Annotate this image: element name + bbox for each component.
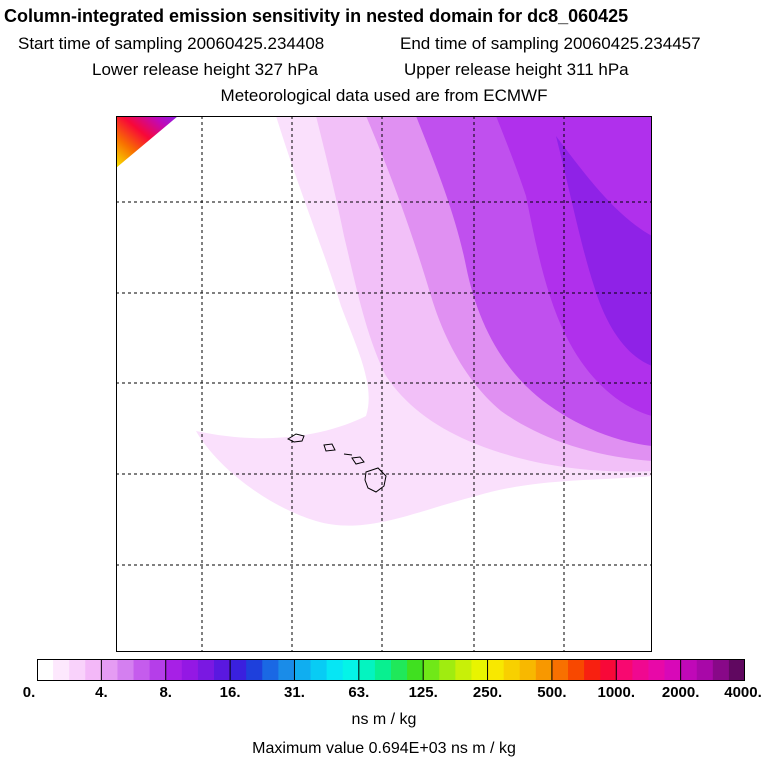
colorbar-swatch (616, 659, 633, 681)
map-grid (116, 116, 652, 652)
upper-height-value: 311 hPa (566, 60, 629, 79)
colorbar-swatch (696, 659, 714, 681)
colorbar-swatch (728, 659, 745, 681)
colorbar-swatch (680, 659, 698, 681)
colorbar-swatch (519, 659, 537, 681)
colorbar-swatch (310, 659, 328, 681)
colorbar-swatch (648, 659, 666, 681)
maximum-value: 0.694E+03 ns m / kg (368, 740, 516, 757)
colorbar-swatch (712, 659, 730, 681)
colorbar-swatch (165, 659, 183, 681)
plume-core (496, 116, 652, 416)
colorbar-swatch (584, 659, 601, 681)
colorbar-swatch (487, 659, 505, 681)
colorbar-tick-label: 31. (284, 684, 305, 701)
colorbar-tick-label: 63. (348, 684, 370, 701)
lower-height-label: Lower release height (92, 60, 250, 79)
start-time-line: Start time of sampling 20060425.234408 (18, 34, 324, 54)
colorbar-swatch (358, 659, 376, 681)
sensitivity-map (116, 116, 652, 652)
colorbar-swatch (230, 659, 247, 681)
map-frame (116, 116, 652, 652)
colorbar-swatch (551, 659, 569, 681)
start-time-value: 20060425.234408 (187, 34, 325, 53)
colorbar-units: ns m / kg (351, 711, 417, 728)
colorbar-swatch (664, 659, 682, 681)
lower-height-value: 327 hPa (254, 60, 318, 79)
colorbar-tick-label: 250. (472, 684, 503, 701)
colorbar-swatch (69, 659, 86, 681)
map-canvas (116, 116, 652, 652)
source-hotspot (116, 116, 178, 168)
colorbar-swatch (262, 659, 279, 681)
colorbar-swatch (214, 659, 231, 681)
colorbar-swatch (197, 659, 215, 681)
colorbar-swatch (535, 659, 553, 681)
colorbar-swatch (133, 659, 151, 681)
colorbar-swatch (85, 659, 102, 681)
colorbar-swatch (117, 659, 135, 681)
hawaiian-islands (286, 433, 387, 493)
colorbar-swatch (600, 659, 617, 681)
lower-height-line: Lower release height 327 hPa (92, 60, 318, 80)
colorbar-swatch (246, 659, 263, 681)
colorbar-swatch (407, 659, 424, 681)
colorbar-tick-label: 125. (408, 684, 438, 701)
colorbar-tick-label: 8. (159, 684, 172, 701)
colorbar-tick-label: 1000. (597, 684, 636, 701)
colorbar-tick-label: 4000. (724, 684, 762, 701)
colorbar-swatch (149, 659, 167, 681)
colorbar-tick-label: 0. (22, 684, 36, 701)
colorbar-swatch (326, 659, 344, 681)
maximum-value-label: Maximum value (252, 740, 365, 757)
colorbar-swatch (181, 659, 199, 681)
end-time-label: End time of sampling (400, 34, 559, 53)
maximum-value-line: Maximum value 0.694E+03 ns m / kg (0, 740, 768, 758)
colorbar-swatch (342, 659, 360, 681)
colorbar-swatch (101, 659, 118, 681)
colorbar-swatch (455, 659, 472, 681)
colorbar-tick-label: 4. (95, 684, 108, 701)
colorbar (37, 659, 745, 681)
end-time-value: 20060425.234457 (563, 34, 701, 53)
met-data-line: Meteorological data used are from ECMWF (220, 86, 548, 105)
end-time-line: End time of sampling 20060425.234457 (400, 34, 701, 54)
colorbar-tick-label: 500. (537, 684, 567, 701)
colorbar-swatch (53, 659, 70, 681)
figure-title: Column-integrated emission sensitivity i… (4, 6, 629, 26)
plume-peak (556, 136, 652, 366)
colorbar-swatch (391, 659, 408, 681)
upper-height-line: Upper release height 311 hPa (404, 60, 629, 80)
colorbar-swatch (294, 659, 312, 681)
colorbar-swatch (471, 659, 489, 681)
colorbar-tick-label: 2000. (661, 684, 700, 701)
start-time-label: Start time of sampling (18, 34, 183, 53)
colorbar-swatch (568, 659, 585, 681)
colorbar-swatch (632, 659, 649, 681)
colorbar-tick-label: 16. (219, 684, 241, 701)
colorbar-swatch (374, 659, 392, 681)
colorbar-swatch (37, 659, 54, 681)
upper-height-label: Upper release height (404, 60, 562, 79)
colorbar-swatch (278, 659, 295, 681)
colorbar-swatch (439, 659, 456, 681)
colorbar-frame (37, 659, 745, 681)
colorbar-swatch (503, 659, 521, 681)
colorbar-swatch (423, 659, 440, 681)
